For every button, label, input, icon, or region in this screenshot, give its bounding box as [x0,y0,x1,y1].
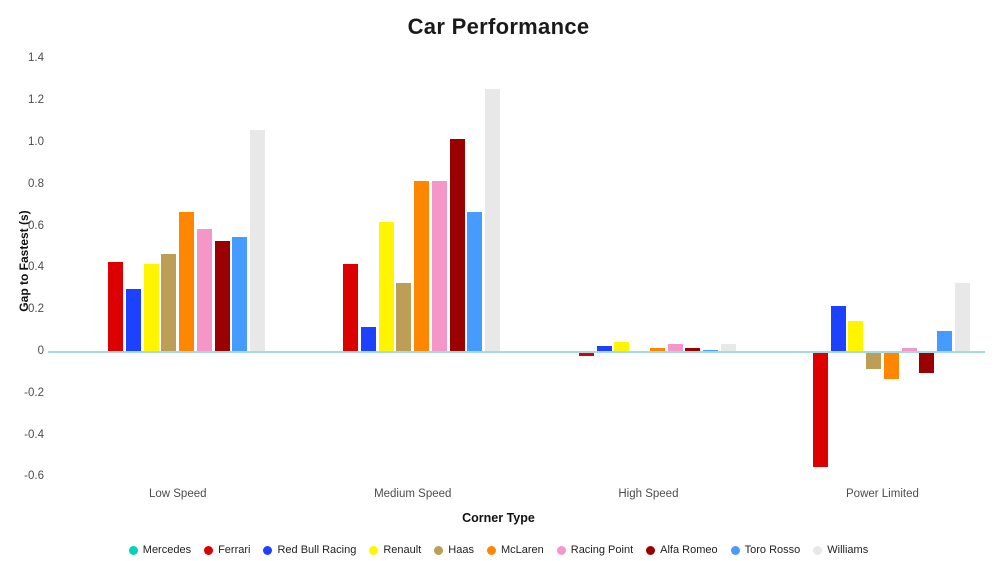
bar-medium-speed-ferrari[interactable] [343,264,359,352]
y-tick-label: 0.8 [28,177,44,190]
x-category-low-speed: Low Speed [148,488,207,500]
y-tick-label: 0.6 [28,219,44,232]
bar-power-limited-toro-rosso[interactable] [936,331,952,352]
y-tick-label: -0.4 [24,428,44,441]
y-tick-label: -0.2 [24,386,44,399]
legend-item-alfa-romeo[interactable]: Alfa Romeo [646,544,718,556]
legend-item-mercedes[interactable]: Mercedes [128,544,192,556]
legend-item-racing-point[interactable]: Racing Point [556,544,634,556]
bar-power-limited-williams[interactable] [954,283,970,352]
legend-label: Alfa Romeo [660,544,718,556]
bar-low-speed-haas[interactable] [161,253,177,352]
y-tick-label: 1.4 [28,52,44,65]
bar-high-speed-ferrari[interactable] [579,352,594,357]
legend-marker-haas [434,545,444,555]
legend-marker-toro-rosso [730,545,740,555]
bar-high-speed-renault[interactable] [614,341,630,352]
bar-low-speed-williams[interactable] [249,130,265,352]
bar-high-speed-mclaren[interactable] [649,347,665,352]
legend-label: Ferrari [218,544,251,556]
bar-medium-speed-haas[interactable] [396,283,412,352]
x-category-power-limited: Power Limited [846,488,919,500]
legend-label: Mercedes [142,544,192,556]
legend-label: Red Bull Racing [277,544,357,556]
bar-low-speed-alfa-romeo[interactable] [214,241,230,352]
y-tick-label: 1.0 [28,136,44,148]
bar-power-limited-renault[interactable] [848,320,864,352]
bar-high-speed-williams[interactable] [720,343,736,352]
x-axis-title: Corner Type [462,511,535,525]
bar-medium-speed-toro-rosso[interactable] [467,211,483,352]
legend-label: Toro Rosso [744,544,801,556]
legend-item-haas[interactable]: Haas [434,544,474,556]
legend-item-ferrari[interactable]: Ferrari [204,544,250,556]
legend-item-renault[interactable]: Renault [369,544,421,556]
legend: Mercedes Ferrari Red Bull Racing Renault Haa… [0,541,997,559]
bar-power-limited-red-bull-racing[interactable] [830,306,846,352]
bar-power-limited-alfa-romeo[interactable] [919,352,935,373]
bar-low-speed-mclaren[interactable] [179,211,195,352]
x-category-medium-speed: Medium Speed [374,488,452,500]
bar-power-limited-mclaren[interactable] [883,352,899,380]
bar-power-limited-haas[interactable] [866,352,882,369]
bar-low-speed-toro-rosso[interactable] [232,237,248,352]
legend-marker-alfa-romeo [646,545,656,555]
legend-label: Renault [383,544,422,556]
legend-label: Racing Point [570,544,634,556]
legend-item-red-bull-racing[interactable]: Red Bull Racing [263,544,356,556]
bar-low-speed-ferrari[interactable] [108,262,124,352]
bar-high-speed-red-bull-racing[interactable] [596,345,612,352]
legend-item-toro-rosso[interactable]: Toro Rosso [730,544,801,556]
legend-marker-renault [369,545,379,555]
legend-marker-mclaren [486,545,496,555]
legend-item-mclaren[interactable]: McLaren [486,544,544,556]
bar-medium-speed-red-bull-racing[interactable] [361,326,376,352]
y-tick-label: 1.2 [28,94,44,107]
bar-high-speed-alfa-romeo[interactable] [685,347,701,352]
legend-label: McLaren [500,544,544,556]
bar-high-speed-toro-rosso[interactable] [702,349,718,352]
legend-label: Williams [827,544,869,556]
chart-title: Car Performance [407,14,590,39]
legend-marker-ferrari [204,545,214,555]
bar-power-limited-ferrari[interactable] [813,352,828,467]
y-tick-label: 0 [37,345,44,357]
bar-medium-speed-williams[interactable] [484,88,500,352]
bar-medium-speed-mclaren[interactable] [414,180,430,352]
legend-label: Haas [448,544,474,556]
zero-line [48,351,985,353]
legend-marker-red-bull-racing [263,545,273,555]
y-tick-label: 0.2 [28,303,44,316]
legend-marker-racing-point [556,545,566,555]
legend-marker-williams [813,545,823,555]
bar-low-speed-racing-point[interactable] [196,228,212,352]
y-tick-label: 0.4 [28,261,44,274]
bar-low-speed-renault[interactable] [143,264,159,352]
y-tick-label: -0.6 [24,470,44,483]
legend-marker-mercedes [128,545,138,555]
bar-medium-speed-alfa-romeo[interactable] [449,138,465,352]
legend-item-williams[interactable]: Williams [813,544,868,556]
bar-power-limited-racing-point[interactable] [901,347,917,352]
x-category-high-speed: High Speed [618,488,679,500]
bar-medium-speed-renault[interactable] [378,222,394,352]
bar-medium-speed-racing-point[interactable] [431,180,447,352]
bar-high-speed-racing-point[interactable] [667,343,683,352]
bar-low-speed-red-bull-racing[interactable] [126,289,141,352]
